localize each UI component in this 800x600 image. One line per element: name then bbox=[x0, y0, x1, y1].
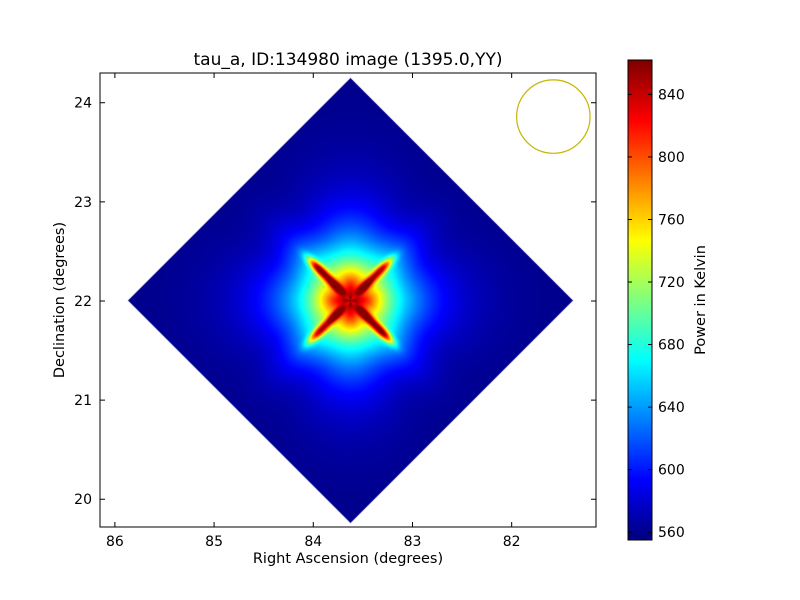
colorbar-tick-label: 560 bbox=[658, 525, 685, 541]
beam-circle bbox=[516, 79, 591, 154]
colorbar-tick-label: 720 bbox=[658, 275, 685, 291]
y-tick-label: 24 bbox=[74, 96, 92, 112]
y-axis: 20 21 22 23 24 bbox=[74, 96, 596, 508]
colorbar-tick-label: 760 bbox=[658, 212, 685, 228]
x-axis: 86 85 84 83 82 bbox=[106, 73, 521, 550]
chart-title: tau_a, ID:134980 image (1395.0,YY) bbox=[194, 50, 503, 70]
x-axis-label: Right Ascension (degrees) bbox=[253, 551, 443, 567]
colorbar: 560 600 640 680 720 760 800 840 Power in Kelvin bbox=[627, 59, 709, 541]
plot-frame bbox=[99, 72, 597, 528]
colorbar-label: Power in Kelvin bbox=[693, 245, 709, 355]
heatmap-image bbox=[100, 73, 596, 527]
x-tick-label: 84 bbox=[304, 534, 322, 550]
colorbar-tick-label: 840 bbox=[658, 87, 685, 103]
colorbar-tick-label: 800 bbox=[658, 150, 685, 166]
plot-area: 86 85 84 83 82 20 21 22 23 24 bbox=[74, 72, 597, 550]
x-tick-label: 82 bbox=[503, 534, 521, 550]
y-tick-label: 21 bbox=[74, 393, 92, 409]
colorbar-tick-label: 640 bbox=[658, 400, 685, 416]
x-tick-label: 85 bbox=[205, 534, 223, 550]
y-tick-label: 20 bbox=[74, 492, 92, 508]
colorbar-ticks: 560 600 640 680 720 760 800 840 bbox=[628, 87, 685, 541]
x-tick-label: 83 bbox=[404, 534, 422, 550]
colorbar-tick-label: 600 bbox=[658, 463, 685, 479]
y-axis-label: Declination (degrees) bbox=[52, 222, 68, 378]
colorbar-tick-label: 680 bbox=[658, 338, 685, 354]
y-tick-label: 23 bbox=[74, 195, 92, 211]
x-tick-label: 86 bbox=[106, 534, 124, 550]
y-tick-label: 22 bbox=[74, 294, 92, 310]
colorbar-frame bbox=[627, 59, 653, 541]
colorbar-gradient bbox=[628, 60, 652, 540]
